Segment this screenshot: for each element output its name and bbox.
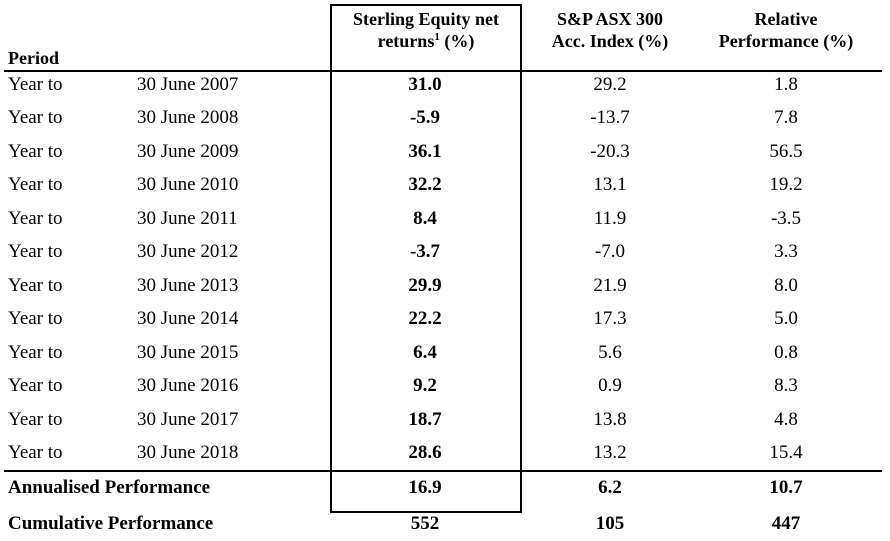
footnote-marker: 1	[434, 31, 440, 43]
row-date: 30 June 2016	[137, 375, 239, 396]
index-return-cell: 11.9	[593, 208, 627, 229]
row-label: Year to	[8, 342, 63, 363]
table-row: Year to 30 June 2014 22.2 17.3 5.0	[0, 302, 890, 336]
index-return-cell: 21.9	[593, 275, 627, 296]
index-return-cell: 13.1	[593, 174, 627, 195]
annualised-fund-cell: 16.9	[408, 477, 442, 498]
relative-return-cell: 4.8	[774, 409, 798, 430]
fund-return-cell: 6.4	[413, 342, 437, 363]
fund-return-cell: 36.1	[408, 141, 442, 162]
table-row: Year to 30 June 2016 9.2 0.9 8.3	[0, 369, 890, 403]
fund-return-cell: 32.2	[408, 174, 442, 195]
annualised-label: Annualised Performance	[8, 477, 211, 498]
index-return-cell: 5.6	[598, 342, 622, 363]
relative-return-cell: 0.8	[774, 342, 798, 363]
relative-return-cell: 19.2	[769, 174, 803, 195]
relative-header-line2: Performance (%)	[718, 31, 854, 51]
row-date: 30 June 2011	[137, 208, 238, 229]
row-label: Year to	[8, 74, 63, 95]
cumulative-label: Cumulative Performance	[8, 513, 214, 534]
table-row: Year to 30 June 2013 29.9 21.9 8.0	[0, 269, 890, 303]
header-rule	[4, 70, 882, 72]
row-label: Year to	[8, 409, 63, 430]
fund-return-cell: -3.7	[409, 241, 441, 262]
row-label: Year to	[8, 275, 63, 296]
relative-return-cell: 3.3	[774, 241, 798, 262]
fund-header-unit: (%)	[439, 31, 475, 51]
cumulative-relative-cell: 447	[771, 513, 801, 534]
row-label: Year to	[8, 208, 63, 229]
relative-column-header: Relative Performance (%)	[700, 8, 872, 52]
row-date: 30 June 2013	[137, 275, 239, 296]
relative-return-cell: 8.3	[774, 375, 798, 396]
index-return-cell: 13.8	[593, 409, 627, 430]
row-label: Year to	[8, 442, 63, 463]
table-row: Year to 30 June 2008 -5.9 -13.7 7.8	[0, 101, 890, 135]
table-row: Year to 30 June 2007 31.0 29.2 1.8	[0, 68, 890, 102]
index-return-cell: -20.3	[590, 141, 630, 162]
table-row: Year to 30 June 2012 -3.7 -7.0 3.3	[0, 235, 890, 269]
relative-return-cell: 8.0	[774, 275, 798, 296]
annualised-performance-row: Annualised Performance 16.9 6.2 10.7	[0, 471, 890, 505]
index-header-line1: S&P ASX 300	[556, 9, 664, 29]
row-date: 30 June 2007	[137, 74, 239, 95]
fund-return-cell: 22.2	[408, 308, 442, 329]
cumulative-fund-cell: 552	[410, 513, 440, 534]
row-date: 30 June 2014	[137, 308, 239, 329]
relative-return-cell: -3.5	[770, 208, 802, 229]
index-return-cell: 17.3	[593, 308, 627, 329]
row-date: 30 June 2015	[137, 342, 239, 363]
fund-return-cell: 29.9	[408, 275, 442, 296]
fund-return-cell: 18.7	[408, 409, 442, 430]
table-row: Year to 30 June 2009 36.1 -20.3 56.5	[0, 135, 890, 169]
fund-return-cell: -5.9	[409, 107, 441, 128]
row-label: Year to	[8, 375, 63, 396]
table-row: Year to 30 June 2011 8.4 11.9 -3.5	[0, 202, 890, 236]
fund-header-returns: returns	[377, 31, 435, 51]
relative-return-cell: 5.0	[774, 308, 798, 329]
relative-return-cell: 15.4	[769, 442, 803, 463]
fund-column-box	[330, 4, 522, 513]
cumulative-index-cell: 105	[595, 513, 625, 534]
index-return-cell: 29.2	[593, 74, 627, 95]
fund-return-cell: 8.4	[413, 208, 437, 229]
row-label: Year to	[8, 308, 63, 329]
period-column-header: Period	[8, 48, 59, 68]
table-row: Year to 30 June 2010 32.2 13.1 19.2	[0, 168, 890, 202]
row-date: 30 June 2012	[137, 241, 239, 262]
table-row: Year to 30 June 2017 18.7 13.8 4.8	[0, 403, 890, 437]
annualised-index-cell: 6.2	[598, 477, 622, 498]
table-row: Year to 30 June 2015 6.4 5.6 0.8	[0, 336, 890, 370]
row-date: 30 June 2008	[137, 107, 239, 128]
relative-return-cell: 1.8	[774, 74, 798, 95]
relative-return-cell: 56.5	[769, 141, 803, 162]
row-label: Year to	[8, 141, 63, 162]
row-label: Year to	[8, 107, 63, 128]
index-return-cell: -13.7	[590, 107, 630, 128]
index-return-cell: 0.9	[598, 375, 622, 396]
table-row: Year to 30 June 2018 28.6 13.2 15.4	[0, 436, 890, 470]
index-return-cell: 13.2	[593, 442, 627, 463]
row-label: Year to	[8, 174, 63, 195]
row-date: 30 June 2010	[137, 174, 239, 195]
summary-rule	[4, 470, 882, 472]
fund-return-cell: 28.6	[408, 442, 442, 463]
index-column-header: S&P ASX 300 Acc. Index (%)	[522, 8, 698, 52]
annualised-relative-cell: 10.7	[769, 477, 803, 498]
index-header-line2: Acc. Index (%)	[551, 31, 669, 51]
fund-header-line1: Sterling Equity net	[352, 9, 499, 29]
fund-return-cell: 31.0	[408, 74, 442, 95]
index-return-cell: -7.0	[594, 241, 626, 262]
cumulative-performance-row: Cumulative Performance 552 105 447	[0, 507, 890, 541]
fund-returns-column-header: Sterling Equity net returns1 (%)	[330, 8, 522, 52]
row-date: 30 June 2017	[137, 409, 239, 430]
row-label: Year to	[8, 241, 63, 262]
relative-header-line1: Relative	[754, 9, 818, 29]
fund-header-line2: returns1 (%)	[330, 30, 522, 52]
fund-return-cell: 9.2	[413, 375, 437, 396]
relative-return-cell: 7.8	[774, 107, 798, 128]
row-date: 30 June 2009	[137, 141, 239, 162]
row-date: 30 June 2018	[137, 442, 239, 463]
